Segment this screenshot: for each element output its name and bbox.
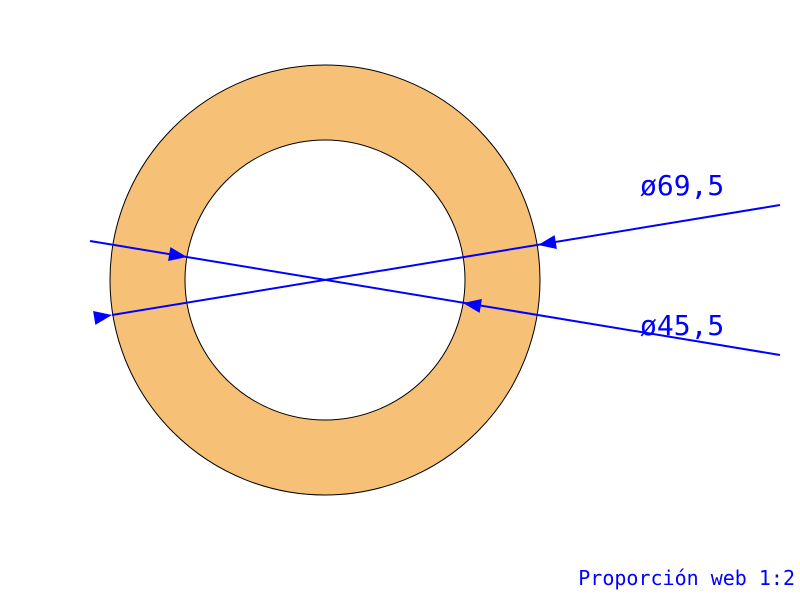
dim-outer-label: ø69,5 — [640, 169, 724, 202]
dim-inner-label: ø45,5 — [640, 309, 724, 342]
footer-text: Proporción web 1:2 — [578, 566, 795, 590]
